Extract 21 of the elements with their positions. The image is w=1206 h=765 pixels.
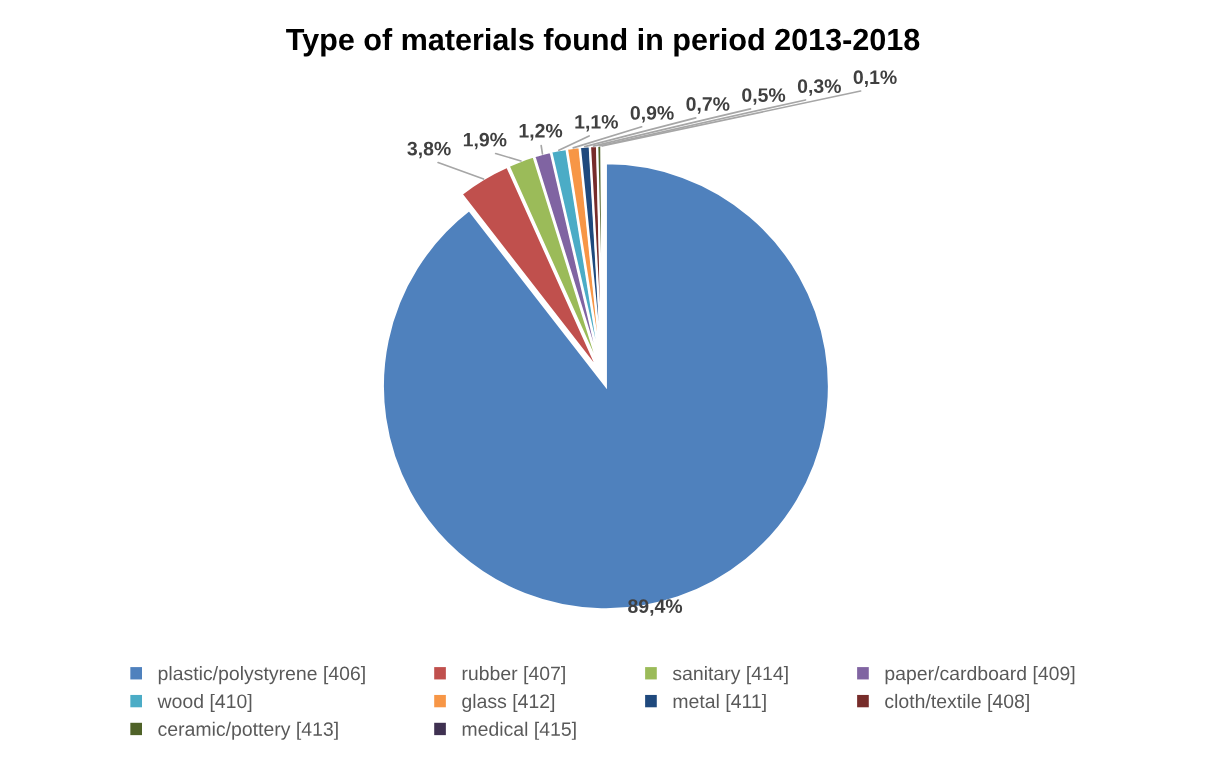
legend-label: paper/cardboard [409] <box>885 666 1075 685</box>
data-label: 0,5% <box>742 88 786 105</box>
legend-label: medical [415] <box>462 721 576 740</box>
legend-label: glass [412] <box>462 693 555 712</box>
legend-label: sanitary [414] <box>672 666 788 685</box>
data-label: 1,1% <box>575 114 618 132</box>
data-label: 0,1% <box>853 70 897 87</box>
data-label: 0,9% <box>630 106 674 123</box>
legend-label: metal [411] <box>673 693 766 712</box>
data-label: 89,4% <box>628 599 683 616</box>
legend-label: rubber [407] <box>462 666 565 685</box>
data-label: 0,7% <box>686 97 730 114</box>
legend-label: ceramic/pottery [413] <box>158 721 338 740</box>
legend-label: wood [410] <box>157 693 252 712</box>
data-label: 1,2% <box>519 123 563 141</box>
data-label: 0,3% <box>797 79 841 96</box>
legend-label: plastic/polystyrene [406] <box>158 666 365 685</box>
chart-title: Type of materials found in period 2013-2018 <box>286 27 920 57</box>
legend-label: cloth/textile [408] <box>885 693 1029 712</box>
data-label: 3,8% <box>407 141 451 159</box>
data-label: 1,9% <box>463 132 507 150</box>
